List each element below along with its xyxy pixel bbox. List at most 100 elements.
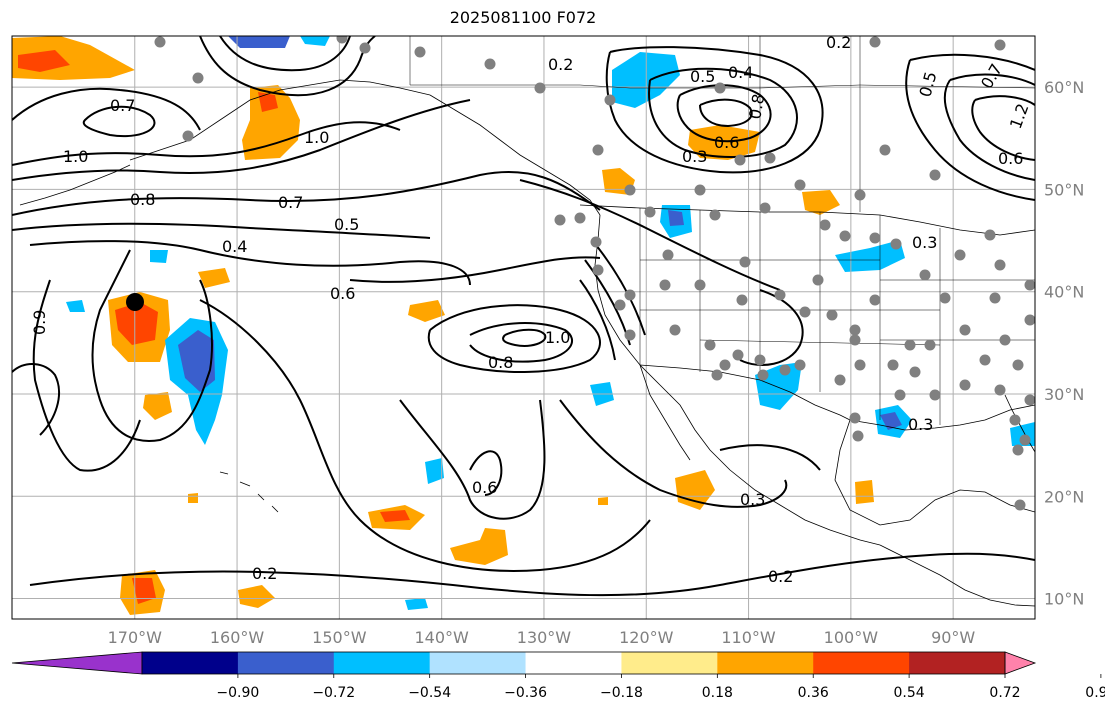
anomaly-negative bbox=[405, 598, 428, 610]
contour-label: 1.0 bbox=[304, 128, 329, 147]
canada-provinces bbox=[409, 36, 1035, 212]
us-canada-border bbox=[579, 204, 1035, 236]
contour-line bbox=[32, 279, 141, 472]
station-dot bbox=[869, 232, 881, 244]
us-mexico-border bbox=[639, 364, 851, 421]
colorbar: −0.90 −0.72 −0.54 −0.36 −0.18 0.18 0.36 0.54 0.7… bbox=[11, 651, 1105, 701]
contour-label: 0.8 bbox=[745, 92, 768, 120]
station-dot bbox=[994, 259, 1006, 271]
contour-line bbox=[559, 399, 788, 508]
station-dot bbox=[484, 58, 496, 70]
longitude-tick-label: 140°W bbox=[414, 628, 469, 647]
station-dot bbox=[826, 309, 838, 321]
longitude-tick-label: 150°W bbox=[312, 628, 367, 647]
bc-coast bbox=[429, 94, 601, 216]
anomaly-negative bbox=[835, 240, 905, 272]
station-dot bbox=[719, 359, 731, 371]
colorbar-tick-label: 0.18 bbox=[702, 685, 733, 701]
station-dot bbox=[736, 294, 748, 306]
station-dot bbox=[819, 219, 831, 231]
station-dot bbox=[929, 169, 941, 181]
station-dots bbox=[154, 36, 1035, 511]
station-dot bbox=[754, 354, 766, 366]
station-dot bbox=[994, 39, 1006, 51]
contour-labels: 0.7 1.0 0.8 0.7 0.5 0.4 0.6 0.8 1.0 0.6 … bbox=[30, 36, 1032, 586]
colorbar-tick-label: −0.90 bbox=[216, 685, 259, 701]
colorbar-extend-high bbox=[1004, 651, 1037, 675]
colorbar-segment bbox=[333, 652, 431, 674]
contour-label: 0.2 bbox=[548, 55, 573, 74]
station-dot bbox=[959, 324, 971, 336]
station-dot bbox=[644, 206, 656, 218]
station-dot bbox=[709, 209, 721, 221]
anomaly-positive bbox=[855, 480, 874, 504]
latitude-tick-label: 10°N bbox=[1044, 590, 1084, 609]
station-dot bbox=[994, 384, 1006, 396]
baja-california bbox=[639, 364, 691, 461]
contour-label: 0.7 bbox=[110, 96, 135, 115]
station-dot bbox=[1024, 314, 1035, 326]
anomaly-strong-positive bbox=[115, 302, 158, 345]
station-dot bbox=[779, 364, 791, 376]
station-dot bbox=[849, 412, 861, 424]
station-dot bbox=[614, 299, 626, 311]
colorbar-segment bbox=[429, 652, 527, 674]
station-dot bbox=[869, 294, 881, 306]
colorbar-frame bbox=[141, 651, 1006, 675]
station-dot bbox=[592, 264, 604, 276]
station-dot bbox=[759, 202, 771, 214]
contour-label: 0.6 bbox=[472, 478, 497, 497]
station-dot bbox=[1019, 434, 1031, 446]
station-dot bbox=[890, 238, 902, 250]
contour-line bbox=[648, 67, 798, 158]
contour-line bbox=[427, 304, 601, 373]
contour-label: 1.0 bbox=[63, 147, 88, 166]
contour-line bbox=[469, 322, 573, 363]
station-dot bbox=[592, 144, 604, 156]
station-dot bbox=[1009, 414, 1021, 426]
latitude-tick-label: 40°N bbox=[1044, 283, 1084, 302]
colorbar-tick-label: 0.54 bbox=[894, 685, 925, 701]
station-dot bbox=[182, 130, 194, 142]
contour-line bbox=[219, 36, 351, 72]
anomaly-positive bbox=[143, 392, 172, 420]
contours bbox=[12, 36, 1035, 597]
station-dot bbox=[624, 184, 636, 196]
colorbar-tick-label: 0.36 bbox=[798, 685, 829, 701]
anomaly-positive bbox=[450, 528, 508, 565]
contour-line bbox=[579, 279, 616, 361]
colorbar-tick-label: −0.36 bbox=[504, 685, 547, 701]
station-dot bbox=[154, 36, 166, 48]
anomaly-strong-positive bbox=[380, 510, 410, 522]
anomaly-strong-positive bbox=[132, 578, 156, 604]
florida-coast bbox=[1004, 394, 1035, 453]
station-dot bbox=[999, 334, 1011, 346]
contour-label: 0.9 bbox=[30, 310, 49, 335]
contour-label: 0.3 bbox=[908, 415, 933, 434]
plot-frame bbox=[11, 35, 1036, 620]
station-dot bbox=[834, 374, 846, 386]
coastlines bbox=[19, 36, 1035, 607]
station-dot bbox=[1024, 394, 1035, 406]
contour-label: 0.5 bbox=[690, 67, 715, 86]
latitude-tick-label: 30°N bbox=[1044, 385, 1084, 404]
anomaly-positive bbox=[238, 585, 275, 608]
anomaly-negative bbox=[66, 300, 85, 312]
contour-line bbox=[29, 552, 1035, 597]
station-dot bbox=[887, 359, 899, 371]
contour-line bbox=[605, 46, 824, 174]
station-dot bbox=[1012, 359, 1024, 371]
contour-label: 0.6 bbox=[998, 149, 1023, 168]
contour-line bbox=[399, 399, 546, 520]
station-dot bbox=[534, 82, 546, 94]
anomaly-strong-negative bbox=[880, 412, 902, 430]
contour-label: 0.5 bbox=[916, 70, 941, 100]
station-dot bbox=[979, 354, 991, 366]
contour-label: 0.3 bbox=[912, 233, 937, 252]
colorbar-tick-label: −0.18 bbox=[600, 685, 643, 701]
latitude-tick-label: 50°N bbox=[1044, 180, 1084, 199]
contour-label: 0.8 bbox=[488, 353, 513, 372]
contour-line bbox=[29, 240, 471, 286]
station-dot bbox=[336, 36, 348, 44]
